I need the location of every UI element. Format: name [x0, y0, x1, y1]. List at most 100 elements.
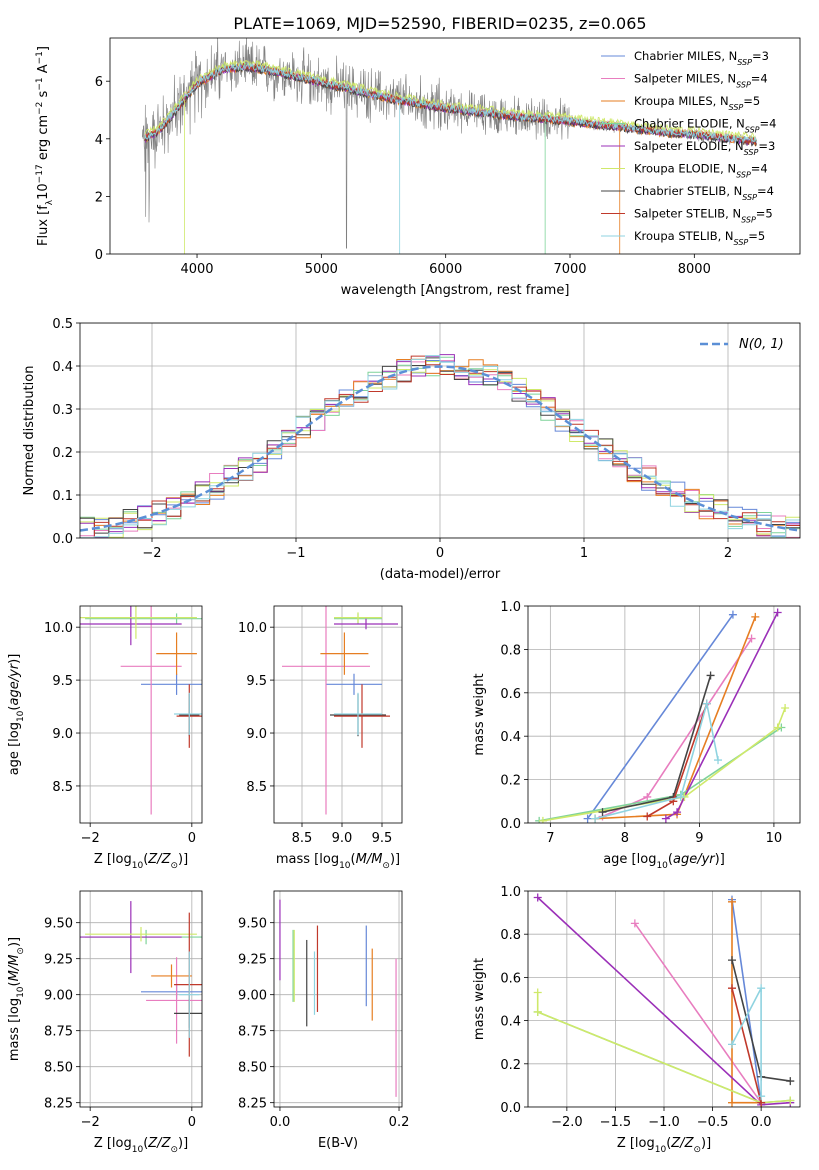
x-tick-label: 0.2 [389, 1115, 410, 1130]
y-tick-label: 0.6 [500, 687, 521, 702]
y-tick-label: 9.50 [44, 917, 73, 932]
x-tick-label: 6000 [429, 262, 462, 277]
x-tick-label: 8 [621, 831, 629, 846]
legend-text: Chabrier MILES, N [634, 49, 737, 63]
label-part: ⊙ [16, 947, 26, 955]
x-tick-label: 0.0 [751, 1115, 772, 1130]
label-part: 10 [132, 1145, 144, 1155]
y-tick-label: 6 [95, 75, 103, 90]
weight-marker [673, 808, 682, 817]
x-tick-label: −2 [81, 1115, 100, 1130]
weight-line-1 [634, 922, 762, 1104]
weight-line-3 [539, 726, 782, 822]
weight-marker [747, 634, 756, 643]
legend-text: Salpeter ELODIE, N [634, 139, 744, 153]
label-part: 10 [132, 861, 144, 871]
y-tick-label: 9.25 [44, 953, 73, 968]
axes-frame [527, 605, 801, 824]
y-tick-label: 0.2 [52, 446, 73, 461]
label-part: ( [143, 1136, 148, 1151]
y-tick-label: 8.5 [52, 780, 73, 795]
x-tick-label: 0 [436, 546, 444, 561]
weight-marker [598, 808, 607, 817]
x-tick-label: −2 [142, 546, 161, 561]
x-tick-label: 10 [766, 831, 783, 846]
y-tick-label: 0.0 [500, 817, 521, 832]
y-tick-label: 9.00 [44, 989, 73, 1004]
label-part: )] [7, 654, 22, 664]
label-part: wavelength [Angstrom, rest frame] [341, 283, 570, 298]
y-tick-label: 0.6 [500, 971, 521, 986]
legend-entry: N(0, 1) [739, 337, 784, 352]
plot-area-age_vs_mass [274, 606, 402, 823]
x-axis-label: Z [log10(Z/Z⊙)] [94, 1136, 188, 1155]
y-tick-label: 0.1 [52, 489, 73, 504]
x-tick-label: −0.5 [697, 1115, 729, 1130]
legend-value: =5 [756, 207, 773, 221]
weight-marker [591, 814, 600, 823]
axes-frame [79, 322, 801, 539]
y-tick-label: 8.5 [246, 780, 267, 795]
weight-marker [702, 699, 711, 708]
weight-marker [773, 608, 782, 617]
weight-marker [533, 893, 542, 902]
label-part: ( [143, 852, 148, 867]
y-tick-label: 9.25 [238, 953, 267, 968]
y-tick-label: 9.0 [52, 727, 73, 742]
legend-value: =5 [748, 229, 765, 243]
axes-mass_vs_Z: −2 08.258.508.759.009.259.50Z [log10(Z/Z⊙… [7, 890, 203, 1155]
label-part: ⊙ [382, 861, 390, 871]
y-tick-label: 0.8 [500, 643, 521, 658]
legend-sub: SSP [734, 238, 749, 247]
weight-line-5 [542, 707, 786, 822]
label-part: Z [log [94, 852, 132, 867]
y-tick-label: 1.0 [500, 600, 521, 615]
legend-value: =3 [752, 49, 769, 63]
label-part: λ [45, 199, 55, 205]
legend-entry: Kroupa ELODIE, NSSP=4 [634, 162, 768, 180]
legend-sub: SSP [736, 80, 751, 89]
weight-marker [786, 1096, 795, 1105]
legend-value: =4 [757, 184, 774, 198]
histogram-7 [80, 355, 800, 538]
x-tick-label: 9.0 [332, 831, 353, 846]
x-axis-label: age [log10(age/yr)] [603, 852, 725, 871]
label-part: age [log [7, 722, 22, 775]
legend-sub: SSP [729, 103, 744, 112]
y-axis-label: mass weight [472, 673, 487, 755]
y-axis-label: mass weight [472, 958, 487, 1040]
label-part: Z [log [617, 1136, 655, 1151]
x-axis-label: wavelength [Angstrom, rest frame] [341, 283, 570, 298]
label-part: ( [7, 981, 22, 986]
y-tick-label: 10.0 [44, 621, 73, 636]
legend-text: Chabrier STELIB, N [634, 184, 742, 198]
x-tick-label: −1 [286, 546, 305, 561]
legend-sub: SSP [736, 170, 751, 179]
legend-entry: Chabrier MILES, NSSP=3 [634, 49, 769, 67]
weight-marker [728, 984, 736, 993]
label-part: )] [390, 852, 400, 867]
weight-marker [781, 703, 790, 712]
x-tick-label: 2 [724, 546, 732, 561]
weight-marker [728, 610, 737, 619]
label-part: Z/Z [670, 1136, 694, 1151]
legend-text: Salpeter STELIB, N [634, 207, 741, 221]
y-tick-label: 9.5 [246, 674, 267, 689]
label-part: ⊙ [693, 1145, 701, 1155]
legend-value: =4 [751, 72, 768, 86]
weight-marker [583, 814, 592, 823]
x-tick-label: 1 [580, 546, 588, 561]
weight-line-6 [602, 675, 712, 813]
x-tick-label: 9 [695, 831, 703, 846]
label-part: 10 [655, 1145, 667, 1155]
plot-area-mass_vs_Z [80, 891, 202, 1107]
weight-marker [773, 723, 782, 732]
weight-marker [751, 612, 760, 621]
label-part: 10 [16, 986, 26, 998]
label-part: −1 [35, 77, 45, 90]
y-tick-label: 0 [95, 248, 103, 263]
x-tick-label: 5000 [305, 262, 338, 277]
legend-sub: SSP [742, 193, 757, 202]
x-tick-label: −1.5 [600, 1115, 632, 1130]
y-tick-label: 8.50 [238, 1061, 267, 1076]
